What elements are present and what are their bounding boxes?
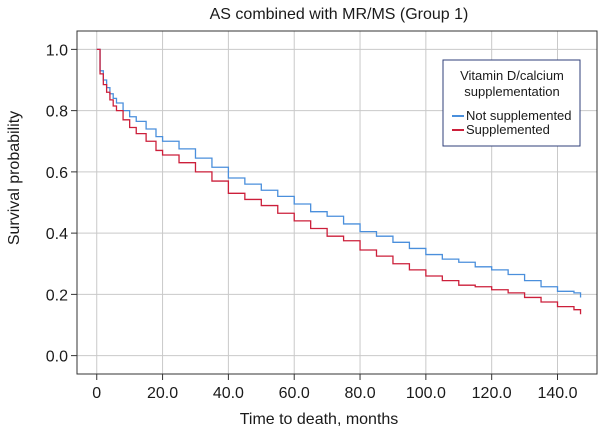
- y-tick-label: 0.6: [46, 165, 68, 182]
- series-layer: [96, 48, 582, 315]
- series-line-not-supplemented: [96, 48, 582, 298]
- x-tick-label: 100.0: [406, 385, 446, 402]
- legend-title-line1: Vitamin D/calcium: [460, 68, 564, 83]
- x-tick-label: 20.0: [147, 385, 178, 402]
- y-tick-label: 0.8: [46, 104, 68, 121]
- x-axis-label: Time to death, months: [240, 411, 399, 428]
- series-line-supplemented: [96, 48, 582, 315]
- legend-box: [442, 59, 581, 147]
- x-tick-label: 140.0: [537, 385, 577, 402]
- axes: 0 20.0 40.0 60.0 80.0 100.0 120.0 140.0 0.0 0.2 0.…: [46, 42, 578, 402]
- legend-title-line2: supplementation: [464, 84, 559, 99]
- legend-label-supplemented: Supplemented: [466, 122, 550, 137]
- x-tick-label: 40.0: [213, 385, 244, 402]
- plot-area-frame: [76, 30, 598, 375]
- y-tick-label: 1.0: [46, 42, 68, 59]
- y-axis-label: Survival probability: [6, 111, 23, 245]
- x-tick-label: 0: [92, 385, 101, 402]
- chart-title: AS combined with MR/MS (Group 1): [210, 6, 469, 23]
- y-tick-label: 0.2: [46, 287, 68, 304]
- legend-label-not-supplemented: Not supplemented: [466, 108, 572, 123]
- legend: Vitamin D/calcium supplementation Not su…: [442, 59, 581, 147]
- x-tick-label: 120.0: [472, 385, 512, 402]
- x-tick-label: 60.0: [279, 385, 310, 402]
- y-tick-label: 0.4: [46, 226, 68, 243]
- x-tick-label: 80.0: [344, 385, 375, 402]
- y-tick-label: 0.0: [46, 349, 68, 366]
